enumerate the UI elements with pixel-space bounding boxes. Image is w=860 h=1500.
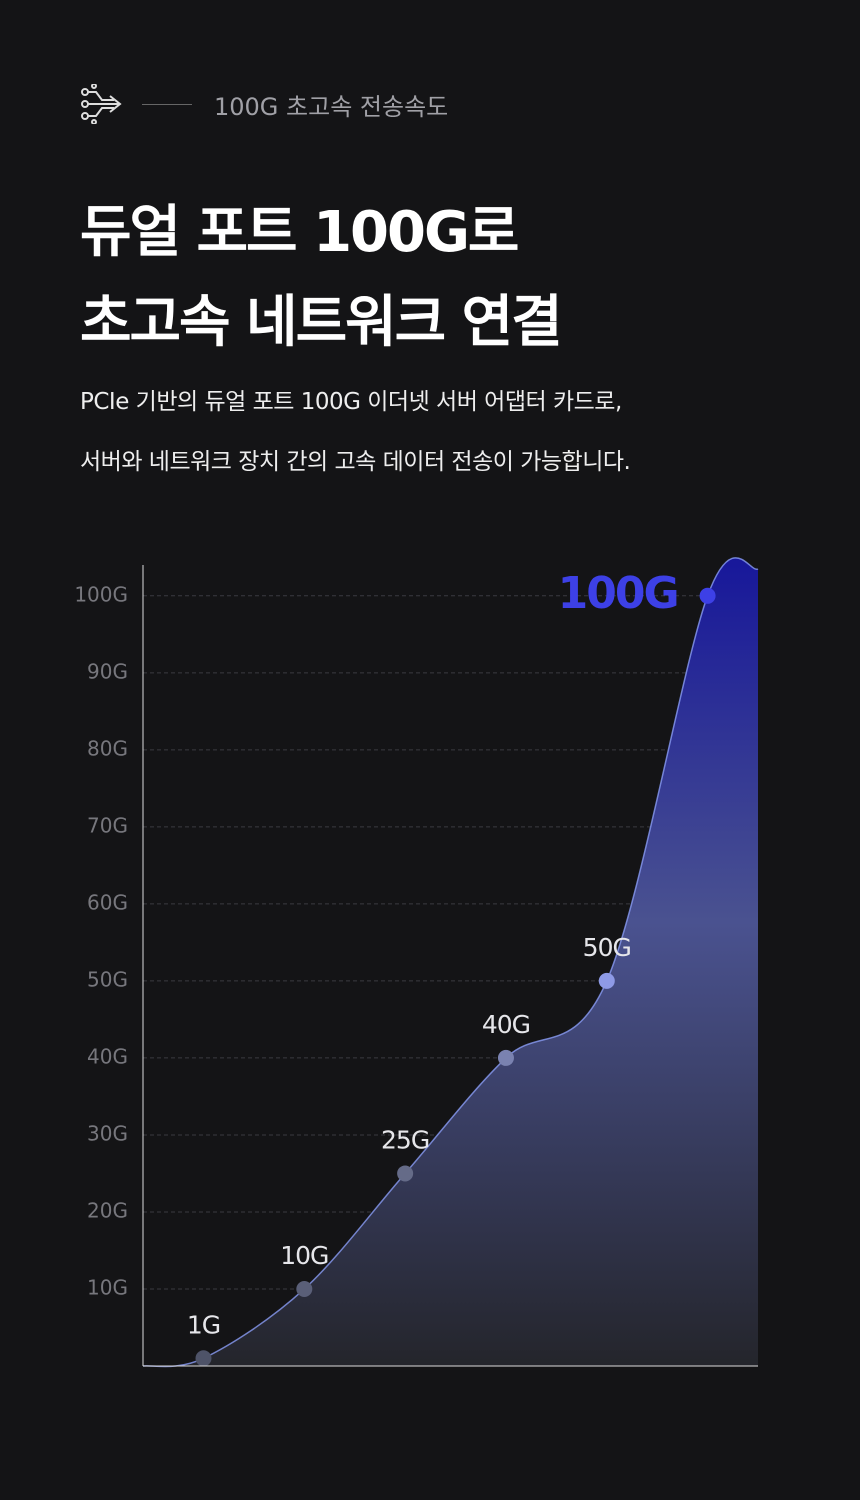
value-label: 10G [280, 1241, 328, 1270]
value-label: 100G [558, 568, 678, 619]
value-label: 1G [187, 1310, 220, 1339]
description-line: PCIe 기반의 듀얼 포트 100G 이더넷 서버 어댑터 카드로, [80, 389, 622, 415]
y-tick-label: 90G [87, 659, 128, 683]
title-line: 듀얼 포트 100G로 [80, 200, 519, 265]
y-tick-label: 80G [87, 736, 128, 760]
y-tick-label: 60G [87, 890, 128, 914]
y-tick-label: 100G [74, 582, 128, 606]
description: PCIe 기반의 듀얼 포트 100G 이더넷 서버 어댑터 카드로, 서버와 … [80, 372, 631, 492]
point [497, 1049, 514, 1066]
value-label: 25G [381, 1125, 429, 1154]
eyebrow-text: 100G 초고속 전송속도 [214, 92, 449, 121]
icon [81, 84, 122, 124]
point [296, 1280, 313, 1297]
value-label: 50G [583, 933, 631, 962]
y-tick-label: 30G [87, 1121, 128, 1145]
title-line: 초고속 네트워크 연결 [80, 290, 563, 355]
y-tick-label: 20G [87, 1198, 128, 1222]
eyebrow: 100G 초고속 전송속도 [80, 84, 448, 124]
point [195, 1350, 212, 1367]
y-tick-label: 50G [87, 967, 128, 991]
y-tick-label: 40G [87, 1044, 128, 1068]
y-tick-label: 10G [87, 1275, 128, 1299]
point [397, 1165, 414, 1182]
y-tick-label: 70G [87, 813, 128, 837]
description-line: 서버와 네트워크 장치 간의 고속 데이터 전송이 가능합니다. [80, 449, 631, 475]
area [143, 557, 758, 1367]
point [598, 972, 615, 989]
value-label: 40G [482, 1010, 530, 1039]
title: 듀얼 포트 100G로 초고속 네트워크 연결 [80, 188, 563, 368]
point [699, 587, 716, 604]
divider [142, 103, 192, 105]
